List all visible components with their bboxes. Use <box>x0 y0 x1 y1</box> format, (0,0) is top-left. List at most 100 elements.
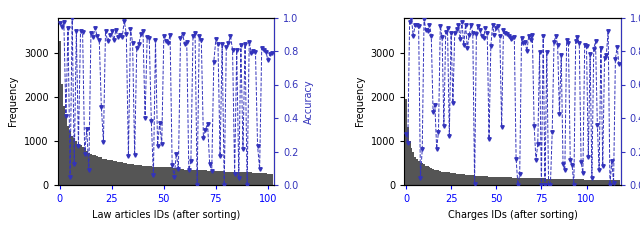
Bar <box>559 179 561 185</box>
Bar <box>144 166 146 185</box>
Bar <box>515 178 517 185</box>
Bar <box>129 164 132 185</box>
Bar <box>271 174 273 185</box>
Bar <box>537 178 539 185</box>
Bar <box>76 142 77 185</box>
Bar <box>124 162 125 185</box>
Bar <box>165 167 167 185</box>
Bar <box>173 168 175 185</box>
Bar <box>186 170 188 185</box>
Bar <box>526 178 528 185</box>
Bar <box>449 172 450 185</box>
Bar <box>148 166 150 185</box>
Bar <box>127 164 129 185</box>
Bar <box>100 157 102 185</box>
Bar <box>113 162 115 185</box>
Bar <box>209 170 211 185</box>
Bar <box>586 180 588 185</box>
Bar <box>510 178 511 185</box>
Bar <box>584 180 586 185</box>
Bar <box>265 174 267 185</box>
Bar <box>458 174 460 185</box>
Bar <box>454 174 456 185</box>
Bar <box>568 179 570 185</box>
Bar <box>106 160 109 185</box>
Bar <box>557 179 559 185</box>
Bar <box>607 180 609 185</box>
Bar <box>92 154 94 185</box>
Bar <box>234 172 236 185</box>
Bar <box>211 170 212 185</box>
Bar <box>61 84 63 185</box>
Bar <box>461 174 463 185</box>
Bar <box>508 178 510 185</box>
Bar <box>484 176 486 185</box>
Bar <box>476 176 477 185</box>
Bar <box>493 177 495 185</box>
Bar <box>198 170 200 185</box>
Bar <box>522 178 524 185</box>
Bar <box>504 177 506 185</box>
Bar <box>65 117 67 185</box>
Bar <box>252 172 255 185</box>
Bar <box>551 179 553 185</box>
Bar <box>588 180 589 185</box>
Bar <box>238 172 240 185</box>
Bar <box>104 159 106 185</box>
Bar <box>169 168 171 185</box>
Bar <box>161 167 163 185</box>
Bar <box>573 179 575 185</box>
Bar <box>125 163 127 185</box>
Bar <box>524 178 526 185</box>
Bar <box>598 180 600 185</box>
Bar <box>59 41 61 185</box>
Bar <box>616 180 618 185</box>
Bar <box>96 156 98 185</box>
Bar <box>452 174 454 185</box>
Bar <box>468 175 470 185</box>
Bar <box>414 156 416 185</box>
Bar <box>194 170 196 185</box>
Bar <box>73 138 76 185</box>
Bar <box>111 160 113 185</box>
Bar <box>79 146 81 185</box>
Bar <box>445 172 447 185</box>
Bar <box>175 168 177 185</box>
Bar <box>200 170 202 185</box>
Bar <box>117 162 119 185</box>
Bar <box>602 180 604 185</box>
Bar <box>86 151 88 185</box>
Bar <box>566 179 568 185</box>
Bar <box>90 154 92 185</box>
Bar <box>242 172 244 185</box>
Bar <box>555 179 557 185</box>
Bar <box>579 180 580 185</box>
Bar <box>418 161 420 185</box>
Bar <box>269 174 271 185</box>
Bar <box>502 177 504 185</box>
Bar <box>548 178 550 185</box>
Bar <box>425 166 427 185</box>
Bar <box>255 173 257 185</box>
Bar <box>196 170 198 185</box>
Bar <box>582 180 584 185</box>
Bar <box>486 176 488 185</box>
Bar <box>492 177 493 185</box>
Bar <box>470 175 472 185</box>
Bar <box>407 128 409 185</box>
Bar <box>531 178 533 185</box>
Bar <box>561 179 562 185</box>
Bar <box>88 152 90 185</box>
Bar <box>136 165 138 185</box>
Bar <box>447 172 449 185</box>
Bar <box>229 172 232 185</box>
Bar <box>500 177 502 185</box>
Y-axis label: Accuracy: Accuracy <box>304 79 314 124</box>
Bar <box>575 179 577 185</box>
Bar <box>450 173 452 185</box>
Bar <box>217 171 219 185</box>
Bar <box>614 180 616 185</box>
Bar <box>63 106 65 185</box>
Bar <box>432 169 434 185</box>
Bar <box>467 175 468 185</box>
